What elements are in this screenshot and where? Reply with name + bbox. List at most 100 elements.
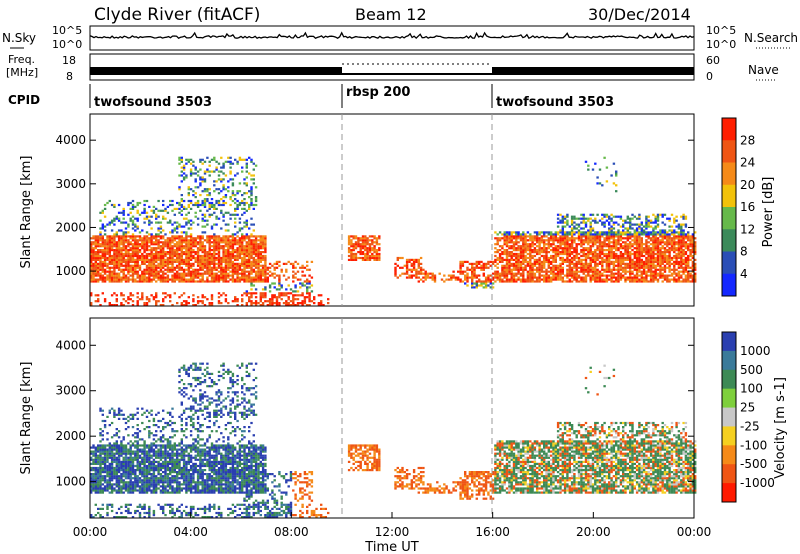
range-cell — [217, 217, 221, 220]
range-cell — [254, 196, 258, 199]
range-cell — [661, 251, 664, 254]
range-cell — [268, 284, 272, 287]
range-cell — [608, 251, 611, 254]
range-cell — [371, 247, 374, 250]
range-cell — [236, 258, 239, 261]
range-cell — [559, 247, 562, 250]
range-cell — [598, 219, 602, 222]
range-cell — [117, 276, 121, 279]
range-cell — [97, 300, 100, 303]
range-cell — [473, 276, 476, 279]
range-cell — [661, 235, 664, 238]
range-cell — [547, 245, 550, 248]
range-cell — [180, 158, 183, 161]
range-cell — [610, 237, 613, 240]
range-cell — [117, 254, 121, 258]
range-cell — [573, 221, 576, 224]
range-cell — [229, 251, 232, 254]
range-cell — [431, 278, 434, 281]
range-cell — [629, 231, 632, 234]
range-cell — [215, 274, 218, 277]
range-cell — [215, 241, 218, 244]
range-cell — [169, 262, 172, 265]
range-cell — [131, 199, 135, 203]
range-cell — [552, 268, 555, 271]
range-cell — [138, 237, 142, 240]
range-cell — [417, 258, 420, 261]
range-cell — [143, 209, 146, 212]
range-cell — [192, 256, 195, 260]
range-cell — [649, 249, 653, 252]
range-cell — [143, 203, 146, 207]
range-cell — [178, 262, 181, 265]
range-cell — [568, 254, 571, 258]
range-cell — [222, 270, 225, 273]
range-cell — [94, 251, 97, 254]
range-cell — [638, 260, 641, 263]
range-cell — [94, 270, 97, 273]
range-cell — [642, 254, 646, 258]
range-cell — [236, 241, 239, 244]
range-cell — [647, 270, 650, 273]
range-cell — [659, 233, 662, 236]
range-cell — [152, 258, 156, 261]
range-cell — [122, 239, 125, 242]
range-cell — [580, 237, 583, 240]
range-cell — [129, 294, 132, 297]
range-cell — [217, 203, 221, 207]
range-cell — [619, 245, 623, 248]
range-cell — [99, 227, 102, 230]
range-cell — [106, 249, 109, 252]
range-cell — [99, 251, 102, 254]
range-cell — [366, 254, 369, 258]
range-cell — [122, 272, 125, 275]
range-cell — [250, 282, 253, 285]
range-cell — [187, 192, 190, 195]
range-cell — [108, 274, 111, 277]
range-cell — [515, 274, 518, 277]
range-cell — [120, 278, 123, 281]
range-cell — [196, 205, 200, 208]
range-cell — [461, 264, 465, 267]
range-cell — [617, 247, 620, 250]
range-cell — [670, 278, 674, 281]
range-cell — [138, 264, 142, 267]
range-cell — [619, 262, 623, 265]
range-cell — [106, 201, 109, 205]
range-cell — [617, 239, 620, 242]
range-cell — [234, 254, 237, 258]
range-cell — [378, 254, 381, 258]
range-cell — [124, 251, 128, 254]
range-cell — [684, 235, 688, 238]
range-cell — [396, 276, 399, 279]
range-cell — [220, 209, 223, 212]
range-cell — [162, 264, 165, 267]
range-cell — [663, 268, 667, 271]
range-cell — [631, 213, 634, 216]
range-cell — [280, 294, 283, 297]
range-cell — [661, 245, 664, 248]
range-cell — [573, 264, 576, 267]
range-cell — [252, 264, 255, 267]
range-cell — [182, 292, 186, 295]
range-cell — [94, 245, 97, 248]
range-cell — [257, 272, 260, 275]
range-cell — [115, 231, 118, 234]
range-cell — [545, 256, 548, 260]
range-cell — [582, 213, 585, 216]
range-cell — [92, 256, 95, 260]
range-cell — [241, 268, 244, 271]
range-cell — [647, 252, 650, 256]
range-cell — [580, 235, 583, 238]
range-cell — [201, 268, 204, 271]
range-cell — [103, 243, 107, 246]
range-cell — [245, 251, 248, 254]
range-cell — [687, 239, 690, 242]
range-cell — [162, 237, 165, 240]
range-cell — [536, 235, 539, 238]
range-cell — [605, 180, 609, 183]
range-cell — [296, 290, 300, 293]
range-cell — [587, 270, 590, 273]
freq-block-2 — [342, 73, 492, 75]
range-cell — [622, 256, 625, 260]
